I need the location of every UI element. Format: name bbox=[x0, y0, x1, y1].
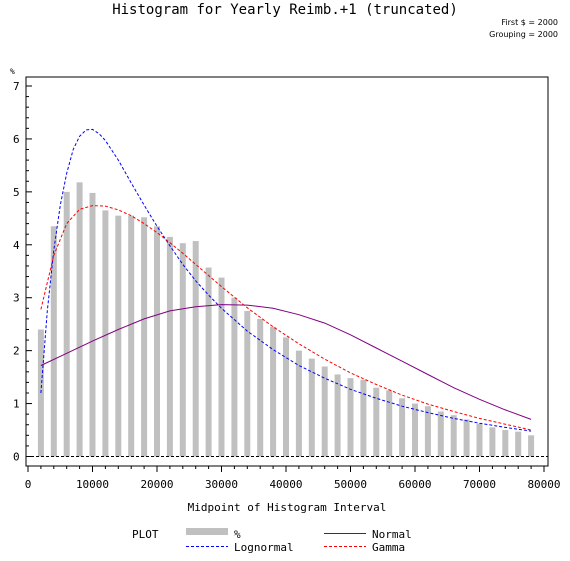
histogram-bar bbox=[50, 226, 57, 457]
y-tick-label: 2 bbox=[13, 345, 20, 358]
histogram-bar bbox=[424, 406, 431, 457]
histogram-bar bbox=[154, 226, 160, 457]
histogram-bar bbox=[115, 215, 122, 457]
y-tick-label: 6 bbox=[13, 133, 20, 146]
histogram-bar bbox=[283, 337, 289, 457]
curves-layer bbox=[40, 128, 532, 432]
legend: PLOT % Normal Lognormal Gamma bbox=[132, 528, 412, 554]
histogram-bar bbox=[489, 427, 496, 457]
curve-lognormal bbox=[40, 128, 532, 432]
histogram-bar bbox=[412, 403, 418, 457]
histogram-bar bbox=[63, 191, 70, 457]
y-tick-label: 0 bbox=[13, 451, 20, 464]
plot-frame bbox=[25, 76, 549, 467]
histogram-bar bbox=[218, 277, 225, 457]
histogram-bar bbox=[437, 411, 444, 457]
histogram-bar bbox=[244, 310, 251, 457]
x-tick-label: 10000 bbox=[76, 478, 109, 491]
histogram-bar bbox=[166, 236, 173, 457]
histogram-bar bbox=[257, 318, 264, 457]
y-tick-label: 1 bbox=[13, 398, 20, 411]
x-tick-label: 30000 bbox=[205, 478, 238, 491]
y-axis-label: % bbox=[10, 67, 15, 76]
x-tick-label: 20000 bbox=[140, 478, 173, 491]
histogram-bar bbox=[179, 243, 186, 457]
legend-swatch-percent bbox=[186, 528, 228, 535]
histogram-bar bbox=[515, 431, 522, 457]
histogram-bar bbox=[76, 182, 83, 457]
legend-label-normal: Normal bbox=[372, 528, 412, 541]
axes-layer: 0 1 2 3 4 5 6 7 0 10000 20000 30000 40000 50000 60000 7… bbox=[13, 80, 561, 491]
curve-gamma bbox=[40, 205, 532, 431]
legend-label-lognormal: Lognormal bbox=[234, 541, 294, 554]
histogram-bar bbox=[502, 430, 509, 457]
x-tick-label: 0 bbox=[25, 478, 32, 491]
curve-normal bbox=[40, 304, 532, 420]
histogram-bar bbox=[295, 350, 302, 457]
x-tick-label: 50000 bbox=[334, 478, 367, 491]
y-tick-label: 3 bbox=[13, 292, 20, 305]
histogram-bar bbox=[89, 192, 96, 457]
y-tick-label: 7 bbox=[13, 80, 20, 93]
histogram-bar bbox=[463, 419, 470, 457]
bars-layer bbox=[37, 182, 535, 457]
x-tick-label: 60000 bbox=[398, 478, 431, 491]
x-tick-label: 70000 bbox=[463, 478, 496, 491]
histogram-bar bbox=[399, 398, 406, 457]
x-axis-label: Midpoint of Histogram Interval bbox=[188, 501, 387, 514]
grouping-note: Grouping = 2000 bbox=[489, 30, 558, 39]
histogram-bar bbox=[450, 415, 457, 457]
histogram-bar bbox=[192, 241, 199, 457]
histogram-bar bbox=[128, 215, 135, 457]
legend-label-percent: % bbox=[234, 528, 241, 541]
histogram-bar bbox=[102, 210, 109, 457]
histogram-bar bbox=[308, 358, 315, 457]
x-tick-label: 40000 bbox=[269, 478, 302, 491]
y-tick-label: 5 bbox=[13, 186, 20, 199]
histogram-bar bbox=[360, 379, 367, 457]
first-dollar-note: First $ = 2000 bbox=[501, 18, 558, 27]
histogram-bar bbox=[373, 387, 380, 457]
legend-label-gamma: Gamma bbox=[372, 541, 405, 554]
histogram-bar bbox=[321, 366, 328, 457]
histogram-bar bbox=[270, 326, 277, 457]
histogram-bar bbox=[347, 378, 354, 457]
x-tick-label: 80000 bbox=[527, 478, 560, 491]
y-tick-label: 4 bbox=[13, 239, 20, 252]
histogram-bar bbox=[476, 423, 483, 457]
legend-heading: PLOT bbox=[132, 528, 159, 541]
histogram-bar bbox=[386, 390, 393, 457]
histogram-bar bbox=[141, 217, 148, 457]
chart-title: Histogram for Yearly Reimb.+1 (truncated… bbox=[112, 2, 458, 18]
histogram-bar bbox=[205, 267, 212, 457]
histogram-bar bbox=[231, 297, 238, 457]
histogram-bar bbox=[334, 374, 341, 457]
histogram-bar bbox=[528, 435, 535, 457]
